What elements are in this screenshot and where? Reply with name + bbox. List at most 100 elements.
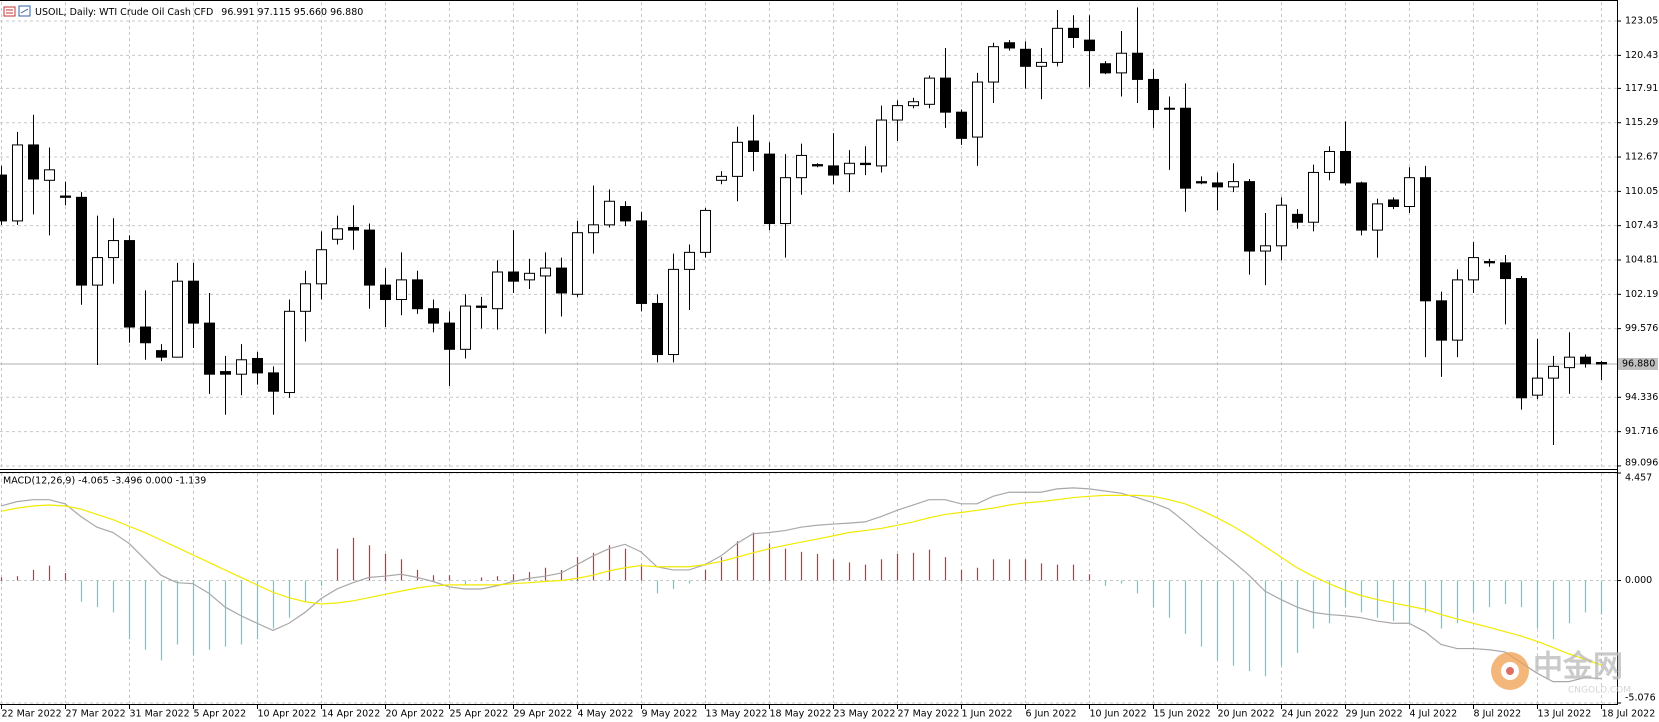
candle-body [1356, 182, 1367, 231]
candle-body [1324, 150, 1335, 173]
y-tick-label: 115.296 [1625, 117, 1659, 128]
x-tick-label: 4 May 2022 [578, 709, 634, 720]
candle-body [1212, 182, 1223, 188]
candle-body [716, 175, 727, 181]
candle-body [652, 302, 663, 356]
chart-header: USOIL, Daily: WTI Crude Oil Cash CFD 96.9… [35, 7, 363, 18]
candle-body [140, 326, 151, 344]
candle-body [1580, 356, 1591, 365]
candle-body [1532, 377, 1543, 396]
candle-body [124, 240, 135, 328]
candle-body [684, 251, 695, 270]
candle-body [1244, 181, 1255, 252]
candle-body [1388, 199, 1399, 208]
candle-body [924, 77, 935, 105]
candle-body [572, 232, 583, 295]
candle-body [956, 111, 967, 139]
candle-body [780, 177, 791, 225]
candle-body [188, 280, 199, 324]
candle-body [1484, 261, 1495, 264]
candle-body [860, 162, 871, 166]
candle-body [1100, 63, 1111, 74]
candle-body [1468, 257, 1479, 281]
y-tick-label: 104.816 [1625, 255, 1659, 266]
candle-body [1500, 262, 1511, 280]
candle-body [1516, 278, 1527, 399]
y-tick-label: 117.916 [1625, 83, 1659, 94]
candle-body [1148, 78, 1159, 111]
y-tick-label: 123.056 [1625, 16, 1659, 27]
x-tick-label: 18 May 2022 [770, 709, 832, 720]
watermark: 中金网 CNGOLD.COM [1491, 650, 1631, 696]
icon [3, 6, 16, 17]
candle-body [380, 284, 391, 301]
candle-body [1436, 300, 1447, 341]
candle-body [1564, 356, 1575, 369]
x-tick-label: 4 Jul 2022 [1410, 709, 1458, 720]
candle-body [1052, 27, 1063, 63]
candle-body [76, 196, 87, 286]
x-tick-label: 15 Jun 2022 [1154, 709, 1211, 720]
candle-body [236, 359, 247, 375]
candle-body [460, 305, 471, 350]
candle-body [1596, 362, 1607, 365]
candle-body [0, 174, 7, 222]
y-tick-label: 107.436 [1625, 220, 1659, 231]
candle-body [332, 228, 343, 240]
candle-body [844, 162, 855, 175]
x-tick-label: 8 Jul 2022 [1474, 709, 1522, 720]
candle-body [892, 105, 903, 121]
candle-body [908, 101, 919, 107]
y-tick-label: 120.436 [1625, 50, 1659, 61]
x-tick-label: 23 May 2022 [834, 709, 896, 720]
x-tick-label: 31 Mar 2022 [130, 709, 190, 720]
y-tick-label: 0.000 [1625, 575, 1652, 586]
y-tick-label: 102.196 [1625, 289, 1659, 300]
candle-body [988, 46, 999, 83]
candle-body [828, 165, 839, 176]
x-tick-label: 25 Apr 2022 [450, 709, 509, 720]
x-tick-label: 13 May 2022 [706, 709, 768, 720]
x-tick-label: 10 Apr 2022 [258, 709, 317, 720]
candle-body [364, 229, 375, 286]
x-tick-label: 6 Jun 2022 [1026, 709, 1077, 720]
candle-body [508, 271, 519, 282]
candle-body [1276, 204, 1287, 247]
y-tick-label: 94.336 [1625, 392, 1658, 403]
y-tick-label: 110.056 [1625, 186, 1659, 197]
candle-body [268, 372, 279, 392]
x-tick-label: 29 Jun 2022 [1346, 709, 1403, 720]
x-tick-label: 20 Apr 2022 [386, 709, 445, 720]
candle-body [1404, 177, 1415, 208]
candle-body [940, 77, 951, 113]
last-price-label: 96.880 [1622, 358, 1655, 369]
chart-title: USOIL, Daily: WTI Crude Oil Cash CFD [35, 7, 213, 18]
x-tick-label: 1 Jun 2022 [962, 709, 1013, 720]
candle-body [1116, 52, 1127, 74]
macd-line [0, 487, 1602, 683]
candle-body [1548, 365, 1559, 379]
last-price-box [1618, 357, 1658, 370]
y-tick-label: 99.576 [1625, 323, 1658, 334]
candle-body [540, 267, 551, 277]
y-tick-label: 4.457 [1625, 473, 1652, 484]
x-tick-label: 22 Mar 2022 [2, 709, 62, 720]
candle-body [604, 200, 615, 226]
x-tick-label: 5 Apr 2022 [194, 709, 247, 720]
candle-body [1132, 52, 1143, 80]
candle-body [220, 371, 231, 375]
candle-body [1340, 150, 1351, 184]
candle-body [876, 119, 887, 167]
x-tick-label: 27 May 2022 [898, 709, 960, 720]
candle-body [636, 220, 647, 304]
y-tick-label: 89.096 [1625, 458, 1658, 469]
candle-body [556, 267, 567, 294]
candle-body [748, 140, 759, 152]
x-tick-label: 14 Apr 2022 [322, 709, 381, 720]
candle-body [812, 164, 823, 167]
candle-body [428, 308, 439, 324]
candle-body [1420, 177, 1431, 302]
candle-body [972, 81, 983, 138]
candle-body [348, 226, 359, 231]
candle-body [1084, 39, 1095, 52]
